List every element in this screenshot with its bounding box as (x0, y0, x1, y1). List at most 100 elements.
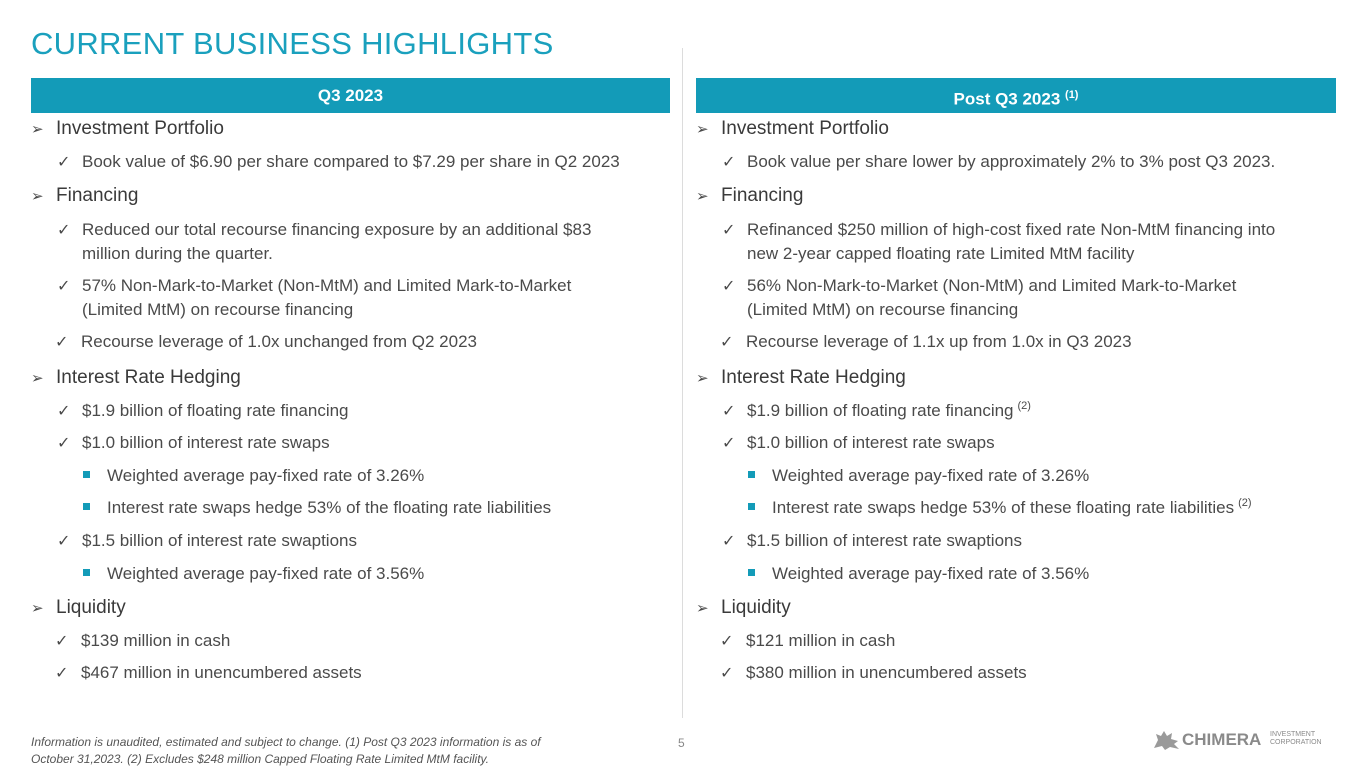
item-text: Refinanced $250 million of high-cost fix… (747, 220, 1276, 239)
item-text: Book value of $6.90 per share compared t… (82, 152, 620, 171)
sub-item: Weighted average pay-fixed rate of 3.26% (83, 464, 424, 488)
square-bullet-icon (83, 503, 90, 511)
logo-name: CHIMERA (1182, 730, 1262, 749)
sub-item: Weighted average pay-fixed rate of 3.56% (748, 562, 1089, 586)
list-item: ✓ $467 million in unencumbered assets (55, 661, 362, 686)
column-divider (682, 48, 683, 718)
item-text: $1.9 billion of floating rate financing (82, 401, 349, 420)
arrow-right-icon: ➢ (31, 188, 44, 205)
item-text: Book value per share lower by approximat… (747, 152, 1276, 171)
list-item: ✓ 57% Non-Mark-to-Market (Non-MtM) and Li… (57, 274, 571, 322)
list-item: ✓ Recourse leverage of 1.0x unchanged fro… (55, 330, 477, 355)
company-logo: CHIMERA INVESTMENT CORPORATION (1152, 726, 1342, 752)
section-investment-portfolio: ➢ Investment Portfolio (31, 117, 224, 142)
check-icon: ✓ (55, 334, 69, 351)
square-bullet-icon (748, 503, 755, 511)
section-interest-rate-hedging: ➢ Interest Rate Hedging (696, 366, 906, 391)
post-q3-column: Post Q3 2023 (1) ➢ Investment Portfolio ✓… (696, 78, 1336, 682)
header-footnote-ref: (1) (1065, 89, 1079, 101)
list-item: ✓ $121 million in cash (720, 629, 895, 654)
item-text: $1.0 billion of interest rate swaps (82, 433, 330, 452)
q3-header: Q3 2023 (31, 78, 670, 113)
item-text: $1.5 billion of interest rate swaptions (82, 531, 357, 550)
list-item: ✓ $1.9 billion of floating rate financing (57, 399, 349, 424)
footnote-ref: (2) (1238, 497, 1252, 510)
arrow-right-icon: ➢ (31, 370, 44, 387)
check-icon: ✓ (55, 665, 69, 682)
section-label: Investment Portfolio (56, 118, 224, 139)
sub-item-text: Interest rate swaps hedge 53% of these f… (772, 498, 1235, 517)
check-icon: ✓ (722, 533, 736, 550)
sub-item: Interest rate swaps hedge 53% of the flo… (83, 496, 551, 520)
list-item: ✓ $380 million in unencumbered assets (720, 661, 1027, 686)
section-label: Investment Portfolio (721, 118, 889, 139)
logo-subtitle: INVESTMENT CORPORATION (1270, 731, 1322, 747)
check-icon: ✓ (722, 154, 736, 171)
check-icon: ✓ (55, 633, 69, 650)
logo-sub-1: INVESTMENT (1270, 731, 1316, 738)
item-text: $1.0 billion of interest rate swaps (747, 433, 995, 452)
arrow-right-icon: ➢ (696, 121, 709, 138)
check-icon: ✓ (722, 222, 736, 239)
list-item: ✓ $1.5 billion of interest rate swaptions (722, 529, 1022, 554)
sub-item-text: Weighted average pay-fixed rate of 3.56% (107, 564, 425, 583)
square-bullet-icon (83, 471, 90, 479)
square-bullet-icon (83, 569, 90, 577)
item-text: 57% Non-Mark-to-Market (Non-MtM) and Lim… (82, 276, 572, 295)
item-text: Recourse leverage of 1.1x up from 1.0x i… (746, 332, 1132, 351)
item-text: $1.5 billion of interest rate swaptions (747, 531, 1022, 550)
list-item: ✓ 56% Non-Mark-to-Market (Non-MtM) and Li… (722, 274, 1236, 322)
sub-item-text: Weighted average pay-fixed rate of 3.26% (772, 466, 1090, 485)
check-icon: ✓ (57, 154, 71, 171)
arrow-right-icon: ➢ (696, 370, 709, 387)
section-label: Financing (56, 185, 139, 206)
check-icon: ✓ (57, 222, 71, 239)
list-item: ✓ Recourse leverage of 1.1x up from 1.0x … (720, 330, 1132, 355)
post-q3-header: Post Q3 2023 (1) (696, 78, 1336, 113)
footnote-line-1: Information is unaudited, estimated and … (31, 735, 541, 749)
list-item: ✓ Book value per share lower by approxima… (722, 150, 1275, 175)
item-text: $467 million in unencumbered assets (81, 663, 362, 682)
chimera-lion-icon (1154, 731, 1179, 750)
sub-item-text: Weighted average pay-fixed rate of 3.56% (772, 564, 1090, 583)
item-text-continued: million during the quarter. (82, 244, 273, 263)
post-q3-header-label: Post Q3 2023 (953, 89, 1061, 109)
square-bullet-icon (748, 569, 755, 577)
logo-sub-2: CORPORATION (1270, 739, 1322, 746)
sub-item: Weighted average pay-fixed rate of 3.26% (748, 464, 1089, 488)
item-text: Recourse leverage of 1.0x unchanged from… (81, 332, 477, 351)
section-label: Liquidity (56, 597, 126, 618)
check-icon: ✓ (722, 403, 736, 420)
page-title: CURRENT BUSINESS HIGHLIGHTS (31, 26, 554, 61)
item-text: $139 million in cash (81, 631, 231, 650)
item-text-continued: (Limited MtM) on recourse financing (82, 300, 354, 319)
footnote-line-2: October 31,2023. (2) Excludes $248 milli… (31, 752, 489, 766)
section-liquidity: ➢ Liquidity (696, 596, 791, 621)
sub-item-text: Interest rate swaps hedge 53% of the flo… (107, 498, 552, 517)
list-item: ✓ $1.0 billion of interest rate swaps (722, 431, 995, 456)
check-icon: ✓ (720, 633, 734, 650)
list-item: ✓ $1.9 billion of floating rate financing… (722, 399, 1031, 424)
section-investment-portfolio: ➢ Investment Portfolio (696, 117, 889, 142)
item-text: $1.9 billion of floating rate financing (747, 401, 1014, 420)
footnote-ref: (2) (1017, 400, 1031, 413)
sub-item: Weighted average pay-fixed rate of 3.56% (83, 562, 424, 586)
list-item: ✓ $1.0 billion of interest rate swaps (57, 431, 330, 456)
section-label: Financing (721, 185, 804, 206)
check-icon: ✓ (722, 435, 736, 452)
sub-item-text: Weighted average pay-fixed rate of 3.26% (107, 466, 425, 485)
section-label: Interest Rate Hedging (56, 367, 241, 388)
list-item: ✓ Refinanced $250 million of high-cost fi… (722, 218, 1275, 266)
arrow-right-icon: ➢ (31, 121, 44, 138)
section-label: Interest Rate Hedging (721, 367, 906, 388)
section-label: Liquidity (721, 597, 791, 618)
q3-header-label: Q3 2023 (317, 86, 384, 105)
item-text: $380 million in unencumbered assets (746, 663, 1027, 682)
check-icon: ✓ (57, 435, 71, 452)
item-text-continued: (Limited MtM) on recourse financing (747, 300, 1019, 319)
list-item: ✓ Reduced our total recourse financing ex… (57, 218, 591, 266)
check-icon: ✓ (722, 278, 736, 295)
section-financing: ➢ Financing (696, 184, 803, 209)
item-text-continued: new 2-year capped floating rate Limited … (747, 244, 1135, 263)
item-text: 56% Non-Mark-to-Market (Non-MtM) and Lim… (747, 276, 1237, 295)
